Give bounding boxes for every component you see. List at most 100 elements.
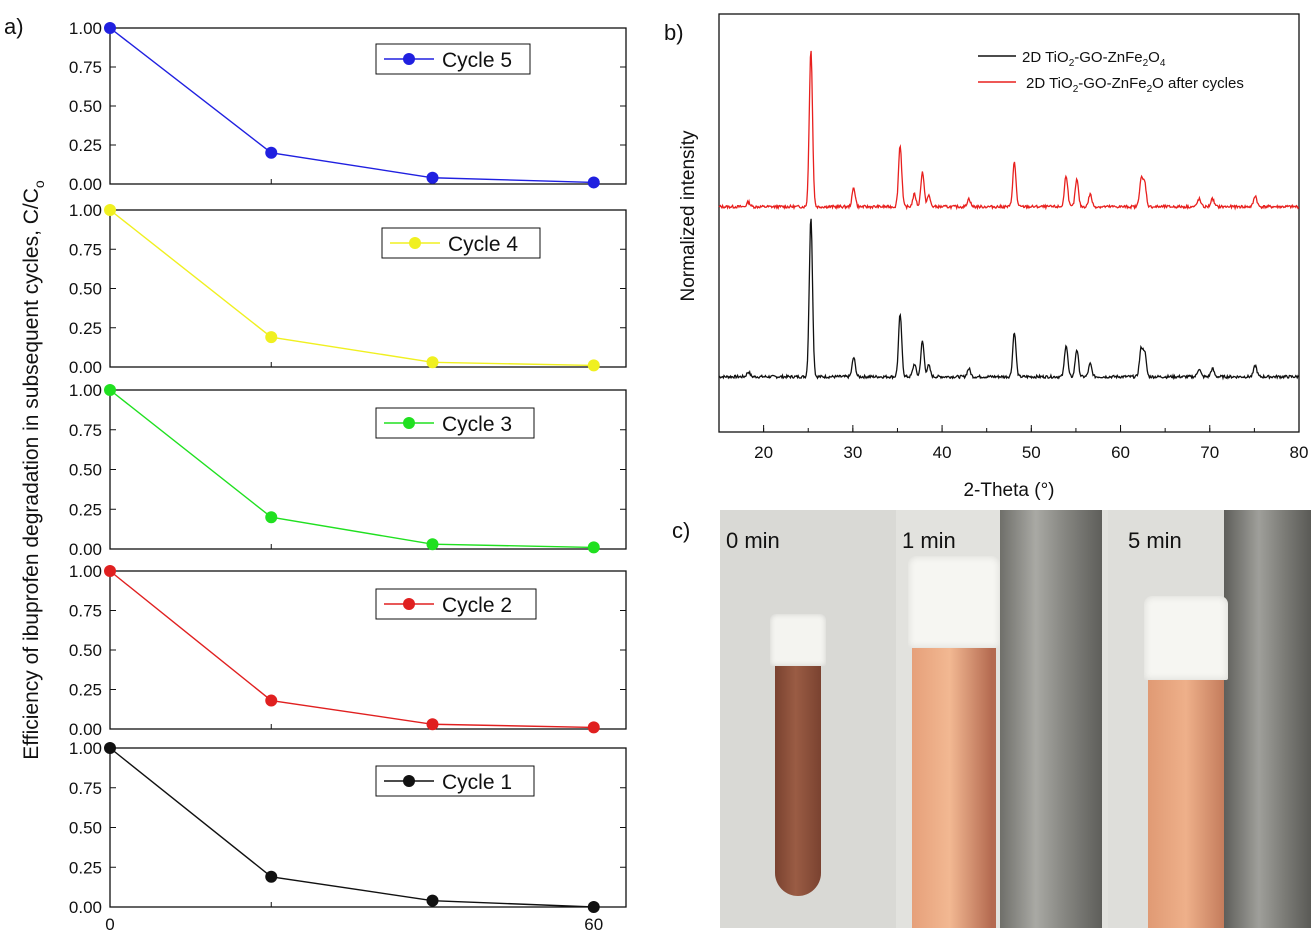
x-tick-label: 30 <box>843 443 862 462</box>
vial-suspension <box>775 666 821 896</box>
y-tick-label: 0.50 <box>69 641 102 660</box>
data-point <box>104 565 116 577</box>
series-line-cycle-1 <box>109 747 594 908</box>
legend-label-text: O <box>1148 49 1160 66</box>
y-tick-label: 0.75 <box>69 779 102 798</box>
photo-panel-5min: 5 min <box>1108 510 1311 928</box>
data-point <box>265 331 278 344</box>
data-point <box>426 356 439 369</box>
series-line-cycle-5 <box>109 27 594 184</box>
x-tick-label: 60 <box>584 915 603 933</box>
data-point <box>265 511 278 524</box>
legend-label-subscript: 2 <box>1143 58 1149 69</box>
y-tick-label: 0.00 <box>69 540 102 559</box>
y-tick-label: 0.50 <box>69 97 102 116</box>
data-point <box>426 894 439 907</box>
data-point <box>104 22 116 34</box>
subplot-frame <box>109 27 627 185</box>
legend-label-text: 2D TiO <box>1026 75 1073 92</box>
photo-label-0min: 0 min <box>726 528 780 553</box>
legend-marker <box>403 417 415 429</box>
subplot-frame <box>109 570 627 730</box>
plot-frame <box>718 13 1300 433</box>
photo-label-1min: 1 min <box>902 528 956 553</box>
series-line-cycle-3 <box>109 389 594 549</box>
data-point <box>587 541 600 554</box>
panel-a-y-axis-title: Efficiency of ibuprofen degradation in s… <box>20 180 47 760</box>
y-tick-label: 0.75 <box>69 602 102 621</box>
xrd-pattern-after-cycles <box>718 50 1300 211</box>
legend-label-text: -GO-ZnFe <box>1078 75 1146 92</box>
panel-a-subplot-4: 0.00 0.25 0.50 0.75 1.00 Cycle 2 <box>69 562 627 739</box>
y-tick-label: 0.00 <box>69 175 102 194</box>
legend-label-subscript: 4 <box>1160 58 1166 69</box>
data-point <box>104 742 116 754</box>
data-point <box>587 901 600 913</box>
y-tick-label: 1.00 <box>69 19 102 38</box>
legend-label: 2D TiO2-GO-ZnFe2O after cycles <box>1026 75 1244 95</box>
y-tick-label: 0.00 <box>69 720 102 739</box>
magnet-rod <box>1224 510 1311 928</box>
data-point <box>426 538 439 551</box>
x-tick-label: 50 <box>1022 443 1041 462</box>
xrd-pattern-fresh <box>718 218 1300 381</box>
data-point <box>265 694 278 707</box>
vial-suspension <box>1148 680 1224 928</box>
x-tick-label: 20 <box>754 443 773 462</box>
x-tick-label: 70 <box>1200 443 1219 462</box>
legend-label-subscript: 2 <box>1073 84 1079 95</box>
panel-a-subplot-2: 0.00 0.25 0.50 0.75 1.00 Cycle 4 <box>69 201 627 377</box>
vial-cap <box>1144 596 1228 680</box>
panel-a-y-axis-label-main: Efficiency of ibuprofen degradation in s… <box>20 188 43 760</box>
data-point <box>587 721 600 734</box>
y-tick-label: 0.25 <box>69 858 102 877</box>
y-tick-label: 0.50 <box>69 819 102 838</box>
legend-label: Cycle 5 <box>442 49 512 72</box>
series-line-cycle-4 <box>109 209 594 367</box>
x-tick-label: 0 <box>105 915 114 933</box>
photo-panel-1min: 1 min <box>896 510 1108 928</box>
legend-label-text: O after cycles <box>1152 75 1244 92</box>
y-tick-label: 1.00 <box>69 562 102 581</box>
vial-cap <box>770 614 826 666</box>
panel-a-y-axis-label: Efficiency of ibuprofen degradation in s… <box>20 180 47 760</box>
photo-panel-0min: 0 min <box>720 510 896 928</box>
data-point <box>426 718 439 731</box>
panel-label-b: b) <box>664 20 684 45</box>
y-tick-label: 0.50 <box>69 280 102 299</box>
legend-label: Cycle 3 <box>442 413 512 436</box>
x-axis-label: 2-Theta (°) <box>963 480 1054 501</box>
x-tick-label: 60 <box>1111 443 1130 462</box>
y-tick-label: 0.25 <box>69 136 102 155</box>
y-tick-label: 0.75 <box>69 58 102 77</box>
y-tick-label: 0.50 <box>69 461 102 480</box>
panel-a-subplot-1: 0.00 0.25 0.50 0.75 1.00 Cycle 5 <box>69 19 627 194</box>
legend-label: Cycle 1 <box>442 771 512 794</box>
panel-a-y-axis-label-sub: o <box>31 180 47 188</box>
panel-label-a: a) <box>4 14 24 39</box>
data-point <box>104 204 116 216</box>
magnet-rod <box>1000 510 1102 928</box>
legend-label: Cycle 2 <box>442 594 512 617</box>
data-point <box>426 171 439 184</box>
data-point <box>265 870 278 883</box>
subplot-frame <box>109 209 627 368</box>
y-tick-label: 0.25 <box>69 500 102 519</box>
legend-marker <box>403 775 415 787</box>
x-tick-label: 80 <box>1290 443 1309 462</box>
vial-cap <box>908 556 1000 648</box>
y-tick-label: 1.00 <box>69 739 102 758</box>
y-tick-label: 1.00 <box>69 381 102 400</box>
panel-a-subplot-3: 0.00 0.25 0.50 0.75 1.00 Cycle 3 <box>69 381 627 559</box>
series-line-cycle-2 <box>109 570 594 729</box>
legend-label: Cycle 4 <box>448 233 518 256</box>
legend-label-subscript: 2 <box>1147 84 1153 95</box>
subplot-frame <box>109 747 627 908</box>
subplot-frame <box>109 389 627 550</box>
legend-marker <box>409 237 421 249</box>
y-tick-label: 0.00 <box>69 898 102 917</box>
legend-label-subscript: 2 <box>1069 58 1075 69</box>
y-tick-label: 0.25 <box>69 319 102 338</box>
